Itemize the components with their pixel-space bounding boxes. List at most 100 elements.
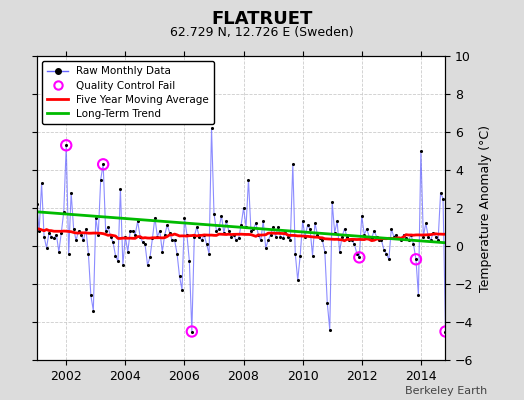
Point [210, 210, 218, 217]
Point [232, 237, 241, 244]
Point [92, 214, 100, 221]
Point [375, 237, 383, 244]
Point [239, 205, 248, 211]
Point [380, 246, 388, 253]
Point [481, 228, 489, 234]
Point [328, 199, 336, 206]
Point [60, 209, 68, 215]
Point [202, 241, 211, 247]
Text: 62.729 N, 12.726 E (Sweden): 62.729 N, 12.726 E (Sweden) [170, 26, 354, 39]
Point [121, 233, 129, 240]
Point [131, 231, 139, 238]
Point [468, 212, 477, 219]
Point [178, 286, 186, 293]
Point [397, 237, 406, 244]
Point [427, 237, 435, 244]
Point [389, 233, 398, 240]
Point [128, 228, 137, 234]
Point [114, 258, 122, 264]
Point [148, 235, 157, 242]
Point [311, 220, 319, 226]
Point [208, 125, 216, 131]
Point [259, 218, 267, 224]
Point [454, 220, 462, 226]
Point [166, 230, 174, 236]
Point [348, 237, 356, 244]
Point [402, 235, 410, 242]
Point [395, 235, 403, 242]
Point [276, 233, 285, 240]
Point [227, 233, 235, 240]
Point [74, 228, 83, 234]
Point [109, 239, 117, 245]
Point [82, 226, 90, 232]
Point [299, 218, 307, 224]
Point [124, 248, 132, 255]
Point [185, 258, 193, 264]
Point [42, 245, 51, 251]
Point [345, 237, 354, 244]
Point [350, 241, 358, 247]
Point [118, 262, 127, 268]
Point [289, 161, 297, 168]
Point [340, 226, 348, 232]
Point [244, 176, 253, 183]
Point [357, 212, 366, 219]
Point [444, 254, 452, 261]
Point [269, 224, 277, 230]
Point [138, 239, 147, 245]
Point [370, 228, 378, 234]
Point [441, 328, 450, 335]
Point [77, 231, 85, 238]
Point [170, 237, 179, 244]
Point [422, 220, 430, 226]
Point [102, 228, 110, 234]
Point [94, 231, 102, 238]
Point [134, 218, 142, 224]
Point [471, 271, 479, 278]
Text: Berkeley Earth: Berkeley Earth [405, 386, 487, 396]
Point [160, 231, 169, 238]
Point [99, 161, 107, 168]
Point [301, 233, 309, 240]
Point [274, 224, 282, 230]
Point [458, 226, 467, 232]
Point [225, 228, 233, 234]
Point [195, 233, 203, 240]
Point [476, 195, 484, 202]
Point [69, 226, 78, 232]
Point [315, 235, 324, 242]
Point [217, 212, 225, 219]
Point [153, 233, 161, 240]
Point [271, 233, 280, 240]
Point [478, 220, 487, 226]
Point [434, 237, 442, 244]
Point [99, 161, 107, 168]
Point [412, 256, 420, 262]
Point [249, 226, 258, 232]
Point [168, 237, 176, 244]
Point [32, 201, 41, 207]
Point [446, 182, 455, 188]
Point [281, 228, 290, 234]
Point [441, 328, 450, 335]
Point [200, 231, 209, 238]
Point [377, 237, 386, 244]
Point [180, 214, 189, 221]
Point [313, 231, 322, 238]
Point [387, 226, 396, 232]
Point [296, 252, 304, 259]
Point [173, 250, 181, 257]
Point [215, 226, 223, 232]
Point [405, 237, 413, 244]
Point [436, 190, 445, 196]
Point [47, 233, 56, 240]
Point [412, 256, 420, 262]
Point [136, 233, 144, 240]
Point [116, 186, 125, 192]
Point [308, 252, 316, 259]
Point [266, 231, 275, 238]
Point [247, 228, 255, 234]
Point [451, 214, 460, 221]
Point [335, 248, 344, 255]
